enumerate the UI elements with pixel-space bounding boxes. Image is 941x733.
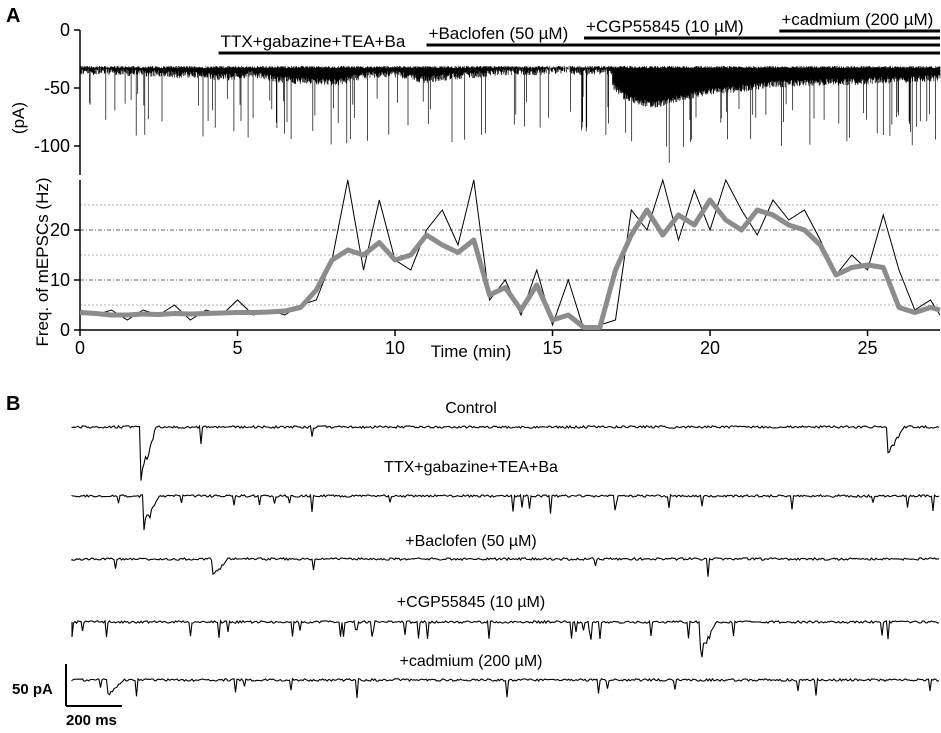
example-trace-label: +CGP55845 (10 µM) [397, 594, 545, 611]
example-trace-path [71, 493, 940, 531]
frequency-y-label: Freq. of mEPSCs (Hz) [33, 177, 52, 346]
example-trace-label: TTX+gabazine+TEA+Ba [384, 459, 558, 476]
current-trace-panel: 0 -50 -100 (pA) TTX+gabazine+TEA+Ba +Baclof… [9, 10, 941, 175]
drug-bar-label: +cadmium (200 µM) [781, 10, 933, 29]
frequency-x-ticks: 0 5 10 15 20 25 [75, 330, 878, 358]
current-y-ticks: 0 -50 -100 [34, 20, 80, 156]
frequency-y-tick-label: 20 [50, 220, 70, 240]
example-traces-panel: Control TTX+gabazine+TEA+Ba +Baclofen (50 … [71, 400, 940, 698]
current-y-tick-label: 0 [60, 20, 70, 40]
panel-a-letter: A [6, 5, 20, 27]
example-trace-path [71, 556, 940, 577]
example-trace-label: Control [445, 400, 497, 417]
frequency-series [79, 178, 941, 331]
frequency-x-tick-label: 10 [385, 338, 405, 358]
current-trace-path [79, 66, 941, 163]
scale-bar-amplitude-label: 50 pA [12, 681, 53, 698]
frequency-y-tick-label: 10 [50, 270, 70, 290]
frequency-x-tick-label: 20 [700, 338, 720, 358]
scale-bar-time-label: 200 ms [66, 712, 117, 729]
frequency-x-tick-label: 15 [543, 338, 563, 358]
example-trace-label: +cadmium (200 µM) [399, 653, 542, 670]
panel-b-letter: B [6, 393, 20, 415]
example-trace-path [71, 619, 940, 658]
drug-bar-label: +Baclofen (50 µM) [429, 24, 569, 43]
frequency-y-tick-label: 0 [60, 320, 70, 340]
current-y-label: (pA) [9, 102, 28, 134]
frequency-x-label: Time (min) [431, 342, 512, 361]
frequency-x-tick-label: 0 [75, 338, 85, 358]
drug-bar-label: +CGP55845 (10 µM) [586, 17, 744, 36]
example-trace-path [71, 424, 940, 481]
frequency-grid [80, 204, 940, 306]
example-trace-path [71, 677, 940, 698]
frequency-smoothed-line [79, 197, 941, 330]
drug-bar-label: TTX+gabazine+TEA+Ba [221, 32, 406, 51]
drug-application-bars: TTX+gabazine+TEA+Ba +Baclofen (50 µM) +CGP… [218, 10, 940, 55]
frequency-y-ticks: 0 10 20 [50, 220, 80, 340]
frequency-x-tick-label: 5 [233, 338, 243, 358]
current-y-tick-label: -50 [44, 78, 70, 98]
scale-bar: 50 pA 200 ms [12, 664, 122, 729]
current-y-tick-label: -100 [34, 136, 70, 156]
frequency-x-tick-label: 25 [858, 338, 878, 358]
example-trace-label: +Baclofen (50 µM) [405, 533, 537, 550]
current-trace [79, 66, 941, 163]
frequency-panel: 0 10 20 0 5 10 15 20 25 Freq. of mEPSCs (Hz) Ti… [33, 177, 941, 361]
